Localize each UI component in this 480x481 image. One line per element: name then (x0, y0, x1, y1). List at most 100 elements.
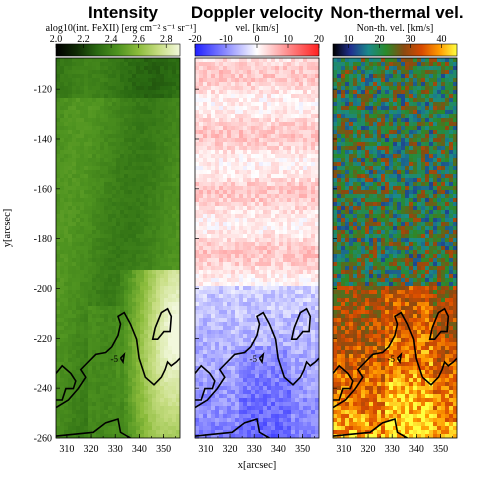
intensity-cell (148, 202, 153, 207)
intensity-cell (112, 294, 117, 299)
doppler-cell (239, 246, 244, 251)
intensity-cell (112, 70, 117, 75)
doppler-cell (195, 154, 200, 159)
doppler-cell (259, 214, 264, 219)
intensity-cell (60, 74, 65, 79)
doppler-cell (227, 122, 232, 127)
intensity-cell (92, 250, 97, 255)
doppler-cell (315, 110, 319, 115)
intensity-cell (152, 278, 157, 283)
intensity-cell (100, 350, 105, 355)
doppler-cell (307, 114, 312, 119)
intensity-cell (112, 398, 117, 403)
doppler-cell (299, 246, 304, 251)
intensity-cell (76, 62, 81, 67)
doppler-cell (239, 238, 244, 243)
doppler-cell (307, 218, 312, 223)
doppler-cell (203, 146, 208, 151)
intensity-cell (64, 94, 69, 99)
intensity-cell (168, 434, 173, 438)
intensity-cell (164, 98, 169, 103)
doppler-cell (255, 306, 260, 311)
doppler-cell (195, 194, 200, 199)
doppler-cell (247, 290, 252, 295)
intensity-cell (164, 214, 169, 219)
doppler-cell (239, 150, 244, 155)
intensity-cell (148, 250, 153, 255)
intensity-cell (156, 130, 161, 135)
intensity-cell (124, 374, 129, 379)
intensity-cell (96, 210, 101, 215)
intensity-cell (160, 354, 165, 359)
doppler-cell (239, 258, 244, 263)
intensity-cell (128, 274, 133, 279)
intensity-cell (56, 406, 61, 411)
doppler-cell (295, 294, 300, 299)
intensity-cell (104, 406, 109, 411)
intensity-cell (136, 70, 141, 75)
doppler-cell (207, 186, 212, 191)
doppler-cell (279, 302, 284, 307)
doppler-cell (259, 146, 264, 151)
intensity-cell (92, 106, 97, 111)
doppler-cell (219, 58, 224, 63)
intensity-cell (100, 214, 105, 219)
doppler-cell (291, 242, 296, 247)
doppler-cell (219, 70, 224, 75)
doppler-cell (263, 302, 268, 307)
intensity-cell (96, 326, 101, 331)
doppler-cell (223, 86, 228, 91)
intensity-cell (164, 226, 169, 231)
doppler-cell (231, 206, 236, 211)
doppler-cell (275, 178, 280, 183)
doppler-cell (271, 86, 276, 91)
doppler-cell (283, 262, 288, 267)
intensity-cell (112, 274, 117, 279)
intensity-cell (160, 418, 165, 423)
intensity-cell (64, 206, 69, 211)
intensity-cell (68, 174, 73, 179)
intensity-cell (120, 426, 125, 431)
doppler-cell (247, 182, 252, 187)
doppler-cell (195, 158, 200, 163)
doppler-cell (299, 66, 304, 71)
doppler-cell (263, 150, 268, 155)
intensity-cell (72, 258, 77, 263)
doppler-cell (227, 278, 232, 283)
intensity-cell (136, 118, 141, 123)
intensity-cell (68, 338, 73, 343)
intensity-cell (68, 266, 73, 271)
intensity-cell (76, 282, 81, 287)
intensity-cell (56, 58, 61, 63)
intensity-cell (64, 430, 69, 435)
doppler-cell (215, 286, 220, 291)
doppler-cell (255, 210, 260, 215)
intensity-cell (120, 98, 125, 103)
intensity-cell (124, 138, 129, 143)
intensity-cell (160, 138, 165, 143)
intensity-cell (60, 410, 65, 415)
intensity-cell (144, 126, 149, 131)
doppler-cell (307, 286, 312, 291)
intensity-cell (120, 94, 125, 99)
intensity-cell (100, 266, 105, 271)
doppler-cell (303, 178, 308, 183)
doppler-cell (207, 178, 212, 183)
intensity-cell (128, 210, 133, 215)
intensity-cell (56, 190, 61, 195)
doppler-cell (263, 162, 268, 167)
intensity-cell (76, 186, 81, 191)
doppler-cell (219, 206, 224, 211)
intensity-cell (172, 70, 177, 75)
doppler-cell (227, 234, 232, 239)
intensity-cell (100, 342, 105, 347)
doppler-cell (303, 94, 308, 99)
doppler-cell (219, 182, 224, 187)
intensity-cell (92, 230, 97, 235)
doppler-cell (275, 194, 280, 199)
intensity-cell (64, 154, 69, 159)
doppler-cell (211, 170, 216, 175)
doppler-cell (255, 294, 260, 299)
doppler-cell (243, 306, 248, 311)
doppler-cell (199, 266, 204, 271)
